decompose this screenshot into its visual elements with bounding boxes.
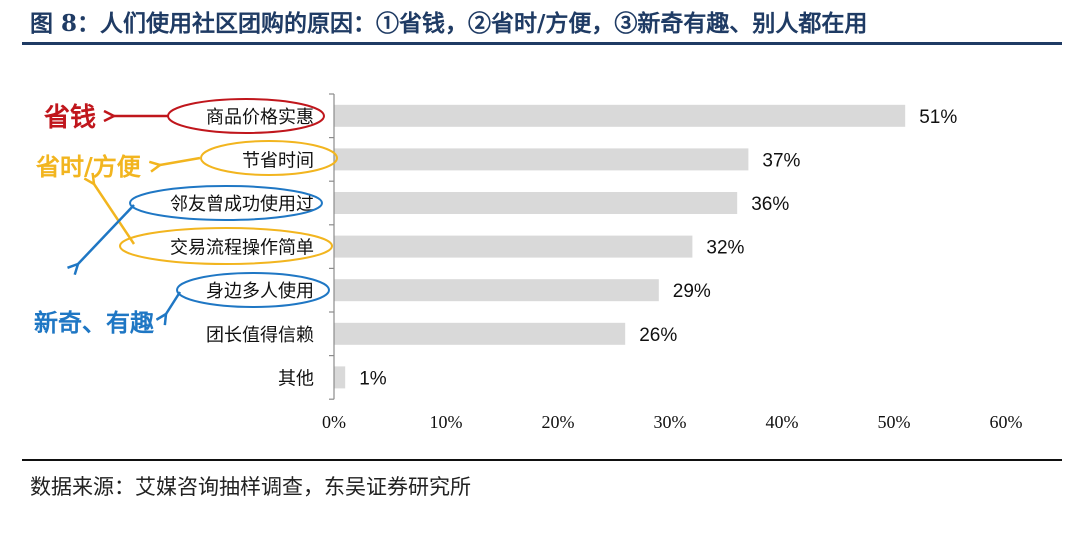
data-label: 37% [762, 150, 800, 171]
highlight-ellipse-friends [129, 185, 323, 221]
x-tick-label: 10% [430, 412, 463, 432]
category-label: 交易流程操作简单 [170, 238, 314, 259]
figure-title: 图 8：人们使用社区团购的原因：①省钱，②省时/方便，③新奇有趣、别人都在用 [30, 10, 868, 37]
data-label: 32% [706, 238, 744, 259]
bar [334, 148, 749, 171]
source-rule [22, 459, 1062, 461]
arrow-friends-to-novelty [78, 204, 135, 264]
category-label: 团长值得信赖 [206, 325, 314, 346]
category-label: 其他 [278, 368, 314, 389]
x-tick-label: 40% [766, 412, 799, 432]
arrow-to-save-time [160, 156, 201, 165]
category-label: 商品价格实惠 [206, 107, 314, 128]
highlight-ellipse-easy [119, 227, 333, 265]
x-tick-label: 20% [542, 412, 575, 432]
title-rule [22, 42, 1062, 45]
data-label: 51% [919, 107, 957, 128]
annotation-save-money: 省钱 [43, 103, 96, 133]
x-tick-label: 30% [654, 412, 687, 432]
x-tick-label: 0% [322, 412, 346, 432]
bar [334, 192, 738, 214]
category-label: 邻友曾成功使用过 [170, 194, 314, 215]
bar [334, 366, 346, 389]
arrow-others-to-novelty [166, 291, 182, 314]
data-label: 36% [751, 194, 789, 215]
bar [334, 235, 693, 258]
bar [334, 279, 659, 302]
category-label: 节省时间 [242, 150, 314, 171]
x-tick-label: 50% [878, 412, 911, 432]
data-label: 26% [639, 325, 677, 346]
annotation-novelty: 新奇、有趣 [34, 308, 155, 337]
highlight-ellipse-time [200, 140, 338, 176]
x-tick-label: 60% [990, 412, 1023, 432]
category-label: 身边多人使用 [206, 281, 314, 302]
source-note: 数据来源：艾媒咨询抽样调查，东吴证券研究所 [30, 475, 471, 499]
bar [334, 322, 626, 345]
data-label: 1% [359, 368, 387, 389]
arrow-easy-to-save-time [94, 184, 136, 245]
data-label: 29% [673, 281, 711, 302]
highlight-ellipse-others-use [176, 272, 330, 308]
annotation-save-time: 省时/方便 [35, 152, 142, 181]
bar-chart: 51% 37% 36% 32% 29% 26% 1% 商品价格实惠节省时间邻友曾成功使用过交… [34, 93, 1023, 432]
bar [334, 104, 906, 127]
